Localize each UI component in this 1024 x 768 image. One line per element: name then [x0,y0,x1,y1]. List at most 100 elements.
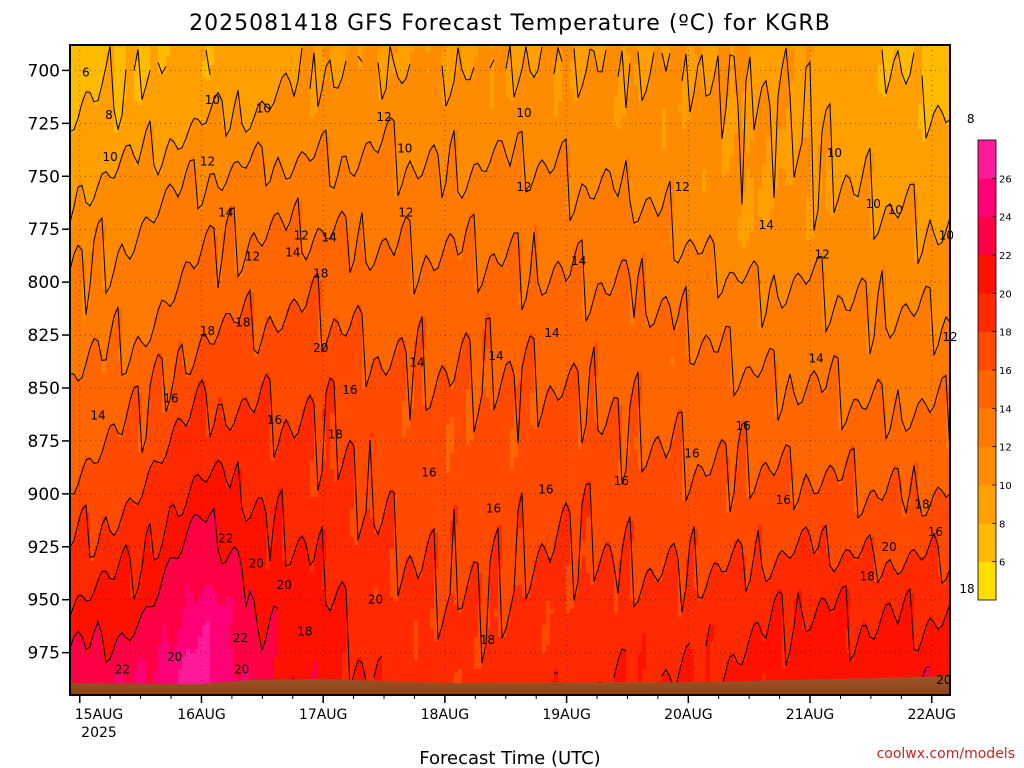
field-cell [146,269,151,274]
field-cell [94,417,99,422]
field-cell [142,477,147,482]
field-cell [102,473,107,478]
field-cell [114,405,119,410]
field-cell [98,545,103,550]
field-cell [162,213,167,218]
field-cell [158,293,163,298]
field-cell [102,593,107,598]
field-cell [78,289,83,294]
field-cell [94,673,99,678]
field-cell [154,165,159,170]
field-cell [118,173,123,178]
field-cell [166,409,171,414]
field-cell [162,521,167,526]
field-cell [146,437,151,442]
field-cell [174,105,179,110]
field-cell [102,397,107,402]
field-cell [146,637,151,642]
field-cell [110,613,115,618]
field-cell [126,577,131,582]
field-cell [86,193,91,198]
field-cell [134,113,139,118]
field-cell [146,229,151,234]
field-cell [122,537,127,542]
field-cell [110,253,115,258]
field-cell [94,669,99,674]
field-cell [118,681,123,686]
field-cell [134,69,139,74]
field-cell [186,265,191,270]
field-cell [138,101,143,106]
field-cell [102,465,107,470]
field-cell [110,429,115,434]
field-cell [130,309,135,314]
field-cell [110,405,115,410]
field-cell [170,65,175,70]
field-cell [94,53,99,58]
field-cell [190,353,195,358]
field-cell [98,165,103,170]
field-cell [162,669,167,674]
field-cell [110,417,115,422]
field-cell [94,649,99,654]
field-cell [154,337,159,342]
field-cell [170,341,175,346]
field-cell [70,413,75,418]
field-cell [190,49,195,54]
field-cell [86,109,91,114]
field-cell [162,505,167,510]
field-cell [158,409,163,414]
field-cell [146,657,151,662]
field-cell [182,173,187,178]
field-cell [114,445,119,450]
field-cell [126,557,131,562]
field-cell [154,473,159,478]
field-cell [158,581,163,586]
field-cell [82,253,87,258]
field-cell [142,293,147,298]
field-cell [186,73,191,78]
field-cell [122,501,127,506]
field-cell [114,141,119,146]
field-cell [90,89,95,94]
field-cell [186,405,191,410]
field-cell [174,469,179,474]
field-cell [118,169,123,174]
field-cell [110,565,115,570]
field-cell [82,649,87,654]
field-cell [142,601,147,606]
field-cell [126,521,131,526]
field-cell [170,417,175,422]
field-cell [94,493,99,498]
field-cell [138,221,143,226]
field-cell [162,89,167,94]
field-cell [166,441,171,446]
field-cell [170,501,175,506]
field-cell [142,309,147,314]
field-cell [142,317,147,322]
field-cell [118,217,123,222]
field-cell [86,397,91,402]
field-cell [90,157,95,162]
field-cell [186,613,191,618]
field-cell [190,93,195,98]
field-cell [138,285,143,290]
field-cell [142,397,147,402]
field-cell [158,417,163,422]
field-cell [98,337,103,342]
field-cell [170,393,175,398]
field-cell [114,393,119,398]
field-cell [122,649,127,654]
field-cell [122,613,127,618]
field-cell [114,241,119,246]
field-cell [82,665,87,670]
field-cell [186,333,191,338]
field-cell [178,137,183,142]
field-cell [82,573,87,578]
field-cell [174,61,179,66]
field-cell [106,373,111,378]
field-cell [166,309,171,314]
field-cell [110,413,115,418]
field-cell [166,577,171,582]
field-cell [114,281,119,286]
